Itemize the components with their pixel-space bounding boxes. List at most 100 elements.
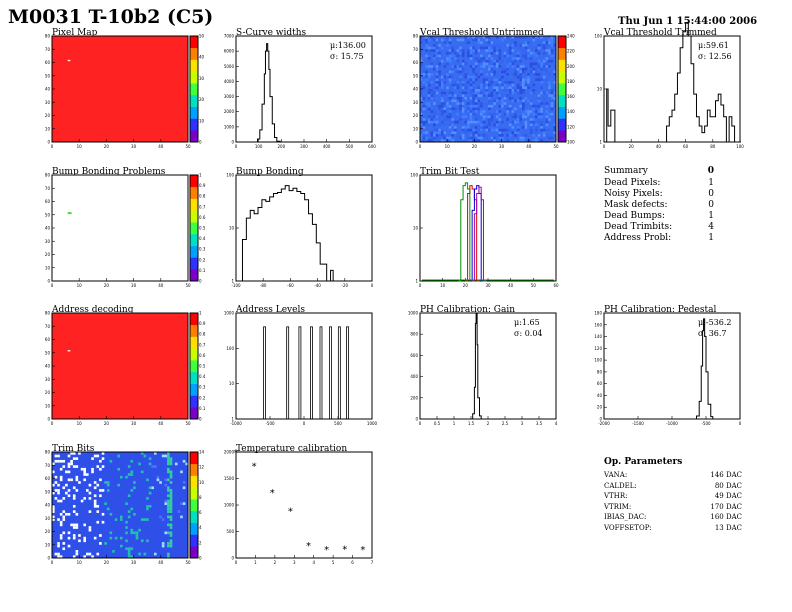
heatmap-2-cell: [435, 75, 439, 79]
heatmap-11-cell: [59, 536, 63, 540]
heatmap-2-cell: [425, 49, 428, 52]
heatmap-0-y-tick-label: 50: [45, 73, 51, 78]
heatmap-2-cell: [422, 126, 426, 129]
heatmap-11-zscale-cell: [190, 510, 198, 523]
heatmap-2-cell: [524, 54, 528, 58]
heatmap-11-cell: [127, 552, 131, 556]
heatmap-2-cell: [480, 102, 483, 105]
plot-12-y-tick-label: 1500: [224, 476, 235, 481]
heatmap-2-cell: [482, 118, 486, 121]
heatmap-2-cell: [448, 94, 452, 97]
heatmap-2-cell: [420, 86, 423, 89]
heatmap-2-cell: [459, 59, 462, 63]
heatmap-2-cell: [498, 134, 502, 137]
heatmap-11-cell: [83, 555, 86, 558]
heatmap-2-cell: [456, 102, 460, 105]
heatmap-2-cell: [529, 70, 533, 74]
heatmap-2-cell: [427, 118, 431, 121]
heatmap-2-cell: [514, 120, 517, 124]
plot-8-y-tick-label: 100: [226, 346, 234, 351]
heatmap-2-cell: [540, 36, 543, 39]
heatmap-11-cell: [65, 512, 68, 516]
heatmap-2-cell: [522, 134, 525, 137]
plot-1-x-tick-label: 200: [278, 144, 286, 149]
heatmap-7-y-tick-label: 0: [47, 417, 50, 422]
heatmap-2-cell: [427, 51, 431, 55]
plot-12-x-tick-label: 6: [351, 560, 354, 565]
heatmap-4-zscale-cell: [190, 257, 198, 270]
heatmap-2-cell: [550, 136, 554, 140]
heatmap-2-cell: [506, 128, 509, 132]
heatmap-2-cell: [433, 126, 436, 129]
heatmap-11-cell: [185, 462, 188, 466]
heatmap-11-cell: [59, 478, 63, 482]
heatmap-2-cell: [472, 112, 475, 116]
heatmap-2-cell: [469, 70, 473, 74]
heatmap-2-cell: [443, 65, 447, 68]
heatmap-2-cell: [532, 89, 536, 92]
heatmap-2-cell: [474, 38, 478, 42]
heatmap-2-cell: [506, 73, 509, 76]
heatmap-0-y-tick-label: 30: [45, 100, 51, 105]
summary-value: 1: [708, 211, 714, 222]
heatmap-2-cell: [430, 94, 434, 97]
heatmap-11-cell: [83, 497, 86, 500]
heatmap-2-cell: [456, 49, 460, 52]
heatmap-2-cell: [440, 75, 444, 79]
heatmap-2-cell: [469, 110, 473, 113]
heatmap-0-x-tick-label: 20: [104, 144, 110, 149]
heatmap-2-y-tick-label: 20: [413, 113, 419, 118]
heatmap-2-cell: [438, 131, 441, 135]
plot-1-x-tick-label: 600: [368, 144, 376, 149]
heatmap-2-cell: [490, 91, 494, 95]
heatmap-2-cell: [477, 136, 481, 140]
heatmap-2-cell: [529, 128, 533, 132]
heatmap-2-cell: [540, 62, 543, 66]
heatmap-2-cell: [529, 83, 533, 87]
heatmap-2-cell: [464, 41, 468, 44]
heatmap-11-cell: [78, 534, 81, 537]
heatmap-0-zscale-label: 50: [199, 34, 205, 39]
heatmap-11-cell: [62, 515, 66, 519]
main-title: M0031 T-10b2 (C5): [8, 6, 214, 28]
heatmap-2-cell: [467, 57, 470, 60]
plot-9-y-tick-label: 0: [415, 417, 418, 422]
heatmap-11-cell: [167, 462, 170, 466]
heatmap-2-cell: [448, 38, 452, 42]
heatmap-2-cell: [522, 126, 525, 129]
heatmap-2-cell: [488, 86, 491, 89]
heatmap-2-cell: [501, 96, 504, 100]
heatmap-2-cell: [438, 38, 441, 42]
heatmap-2-cell: [440, 38, 444, 42]
heatmap-2-cell: [514, 89, 517, 92]
heatmap-2-cell: [506, 91, 509, 95]
heatmap-11-cell: [154, 552, 157, 556]
summary-table: Summary 0 Dead Pixels: 1 Noisy Pixels: 0 Mas…: [604, 166, 714, 245]
heatmap-11-cell: [72, 497, 76, 500]
heatmap-11-cell: [104, 542, 107, 545]
heatmap-11-cell: [169, 497, 173, 500]
heatmap-2-cell: [420, 96, 423, 100]
plot-9-y-tick-label: 1000: [408, 311, 419, 316]
heatmap-2-cell: [545, 49, 549, 52]
heatmap-2-cell: [488, 73, 491, 76]
heatmap-2-cell: [451, 139, 454, 142]
heatmap-2-cell: [542, 81, 546, 84]
heatmap-2-cell: [451, 46, 454, 50]
heatmap-2-cell: [464, 96, 468, 100]
heatmap-2-cell: [488, 107, 491, 111]
heatmap-2-cell: [469, 96, 473, 100]
heatmap-2-cell: [503, 134, 507, 137]
heatmap-2-cell: [422, 38, 426, 42]
heatmap-2-cell: [493, 112, 496, 116]
heatmap-7-zscale-label: 0.3: [199, 385, 206, 390]
heatmap-2-cell: [511, 96, 515, 100]
heatmap-2-cell: [545, 128, 549, 132]
heatmap-11-cell: [167, 467, 170, 471]
heatmap-2-cell: [422, 43, 426, 47]
heatmap-2-cell: [425, 78, 428, 82]
heatmap-2-zscale-cell: [558, 83, 566, 96]
heatmap-2-x-tick-label: 40: [526, 144, 532, 149]
heatmap-2-cell: [461, 112, 465, 116]
heatmap-2-cell: [420, 78, 423, 82]
